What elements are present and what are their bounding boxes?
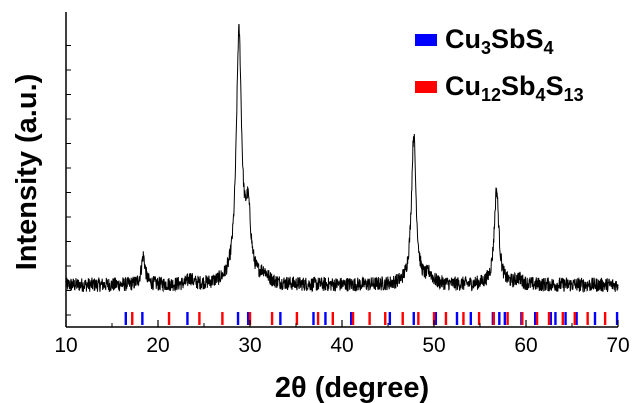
reference-ticks <box>124 312 619 325</box>
reference-tick <box>462 312 465 325</box>
reference-tick <box>593 312 597 325</box>
reference-tick <box>498 312 501 325</box>
plot-area <box>65 23 619 325</box>
reference-tick <box>167 312 171 325</box>
x-tick-label: 60 <box>514 334 537 357</box>
x-tick-label: 30 <box>238 334 261 357</box>
reference-tick <box>455 312 459 325</box>
reference-tick <box>492 312 495 325</box>
reference-tick <box>615 312 619 325</box>
reference-tick <box>331 312 334 325</box>
reference-tick <box>444 312 448 325</box>
reference-tick <box>186 312 189 325</box>
reference-tick <box>554 312 557 325</box>
reference-tick <box>432 312 436 325</box>
reference-tick <box>469 312 472 325</box>
reference-tick <box>221 312 224 325</box>
legend-label: Cu12Sb4S13 <box>445 71 584 105</box>
reference-tick <box>141 312 144 325</box>
y-axis-ticks <box>66 45 71 316</box>
x-tick-label: 10 <box>54 334 77 357</box>
reference-tick <box>561 312 564 325</box>
reference-tick <box>547 312 551 325</box>
reference-tick <box>503 312 507 325</box>
reference-tick <box>535 312 539 325</box>
reference-tick <box>124 312 127 325</box>
reference-tick <box>573 312 576 325</box>
y-axis-label: Intensity (a.u.) <box>11 74 43 271</box>
reference-tick <box>603 312 607 325</box>
reference-tick <box>434 312 438 325</box>
legend: Cu3SbS4 Cu12Sb4S13 <box>415 24 584 105</box>
reference-tick <box>586 312 589 325</box>
reference-tick <box>248 312 252 325</box>
reference-tick <box>384 312 387 325</box>
reference-tick <box>236 312 240 325</box>
reference-tick <box>316 312 320 325</box>
reference-tick <box>477 312 481 325</box>
reference-tick <box>270 312 274 325</box>
reference-tick <box>506 312 509 325</box>
x-tick-label: 70 <box>606 334 629 357</box>
reference-tick <box>350 312 353 325</box>
reference-tick <box>324 312 327 325</box>
legend-swatch <box>415 34 437 46</box>
reference-tick <box>549 312 553 325</box>
reference-tick <box>312 312 315 325</box>
x-tick-label: 50 <box>422 334 445 357</box>
reference-tick <box>295 312 299 325</box>
reference-tick <box>417 312 420 325</box>
reference-tick <box>412 312 415 325</box>
x-tick-label: 40 <box>330 334 353 357</box>
reference-tick <box>131 312 134 325</box>
reference-tick <box>534 312 537 325</box>
x-axis-label: 2θ (degree) <box>275 372 429 403</box>
reference-tick <box>388 312 392 325</box>
reference-tick <box>368 312 371 325</box>
x-axis-ticks: 10 20 30 40 50 60 70 <box>54 320 630 357</box>
reference-tick <box>279 312 282 325</box>
xrd-pattern-line <box>65 23 619 293</box>
reference-tick <box>564 312 567 325</box>
reference-tick <box>351 312 355 325</box>
legend-label: Cu3SbS4 <box>445 24 554 58</box>
reference-tick <box>521 312 524 325</box>
legend-swatch <box>415 81 437 93</box>
reference-tick <box>575 312 578 325</box>
reference-tick <box>246 312 250 325</box>
reference-tick <box>198 312 201 325</box>
x-tick-label: 20 <box>146 334 169 357</box>
reference-tick <box>401 312 404 325</box>
axes: 10 20 30 40 50 60 70 <box>54 12 630 357</box>
